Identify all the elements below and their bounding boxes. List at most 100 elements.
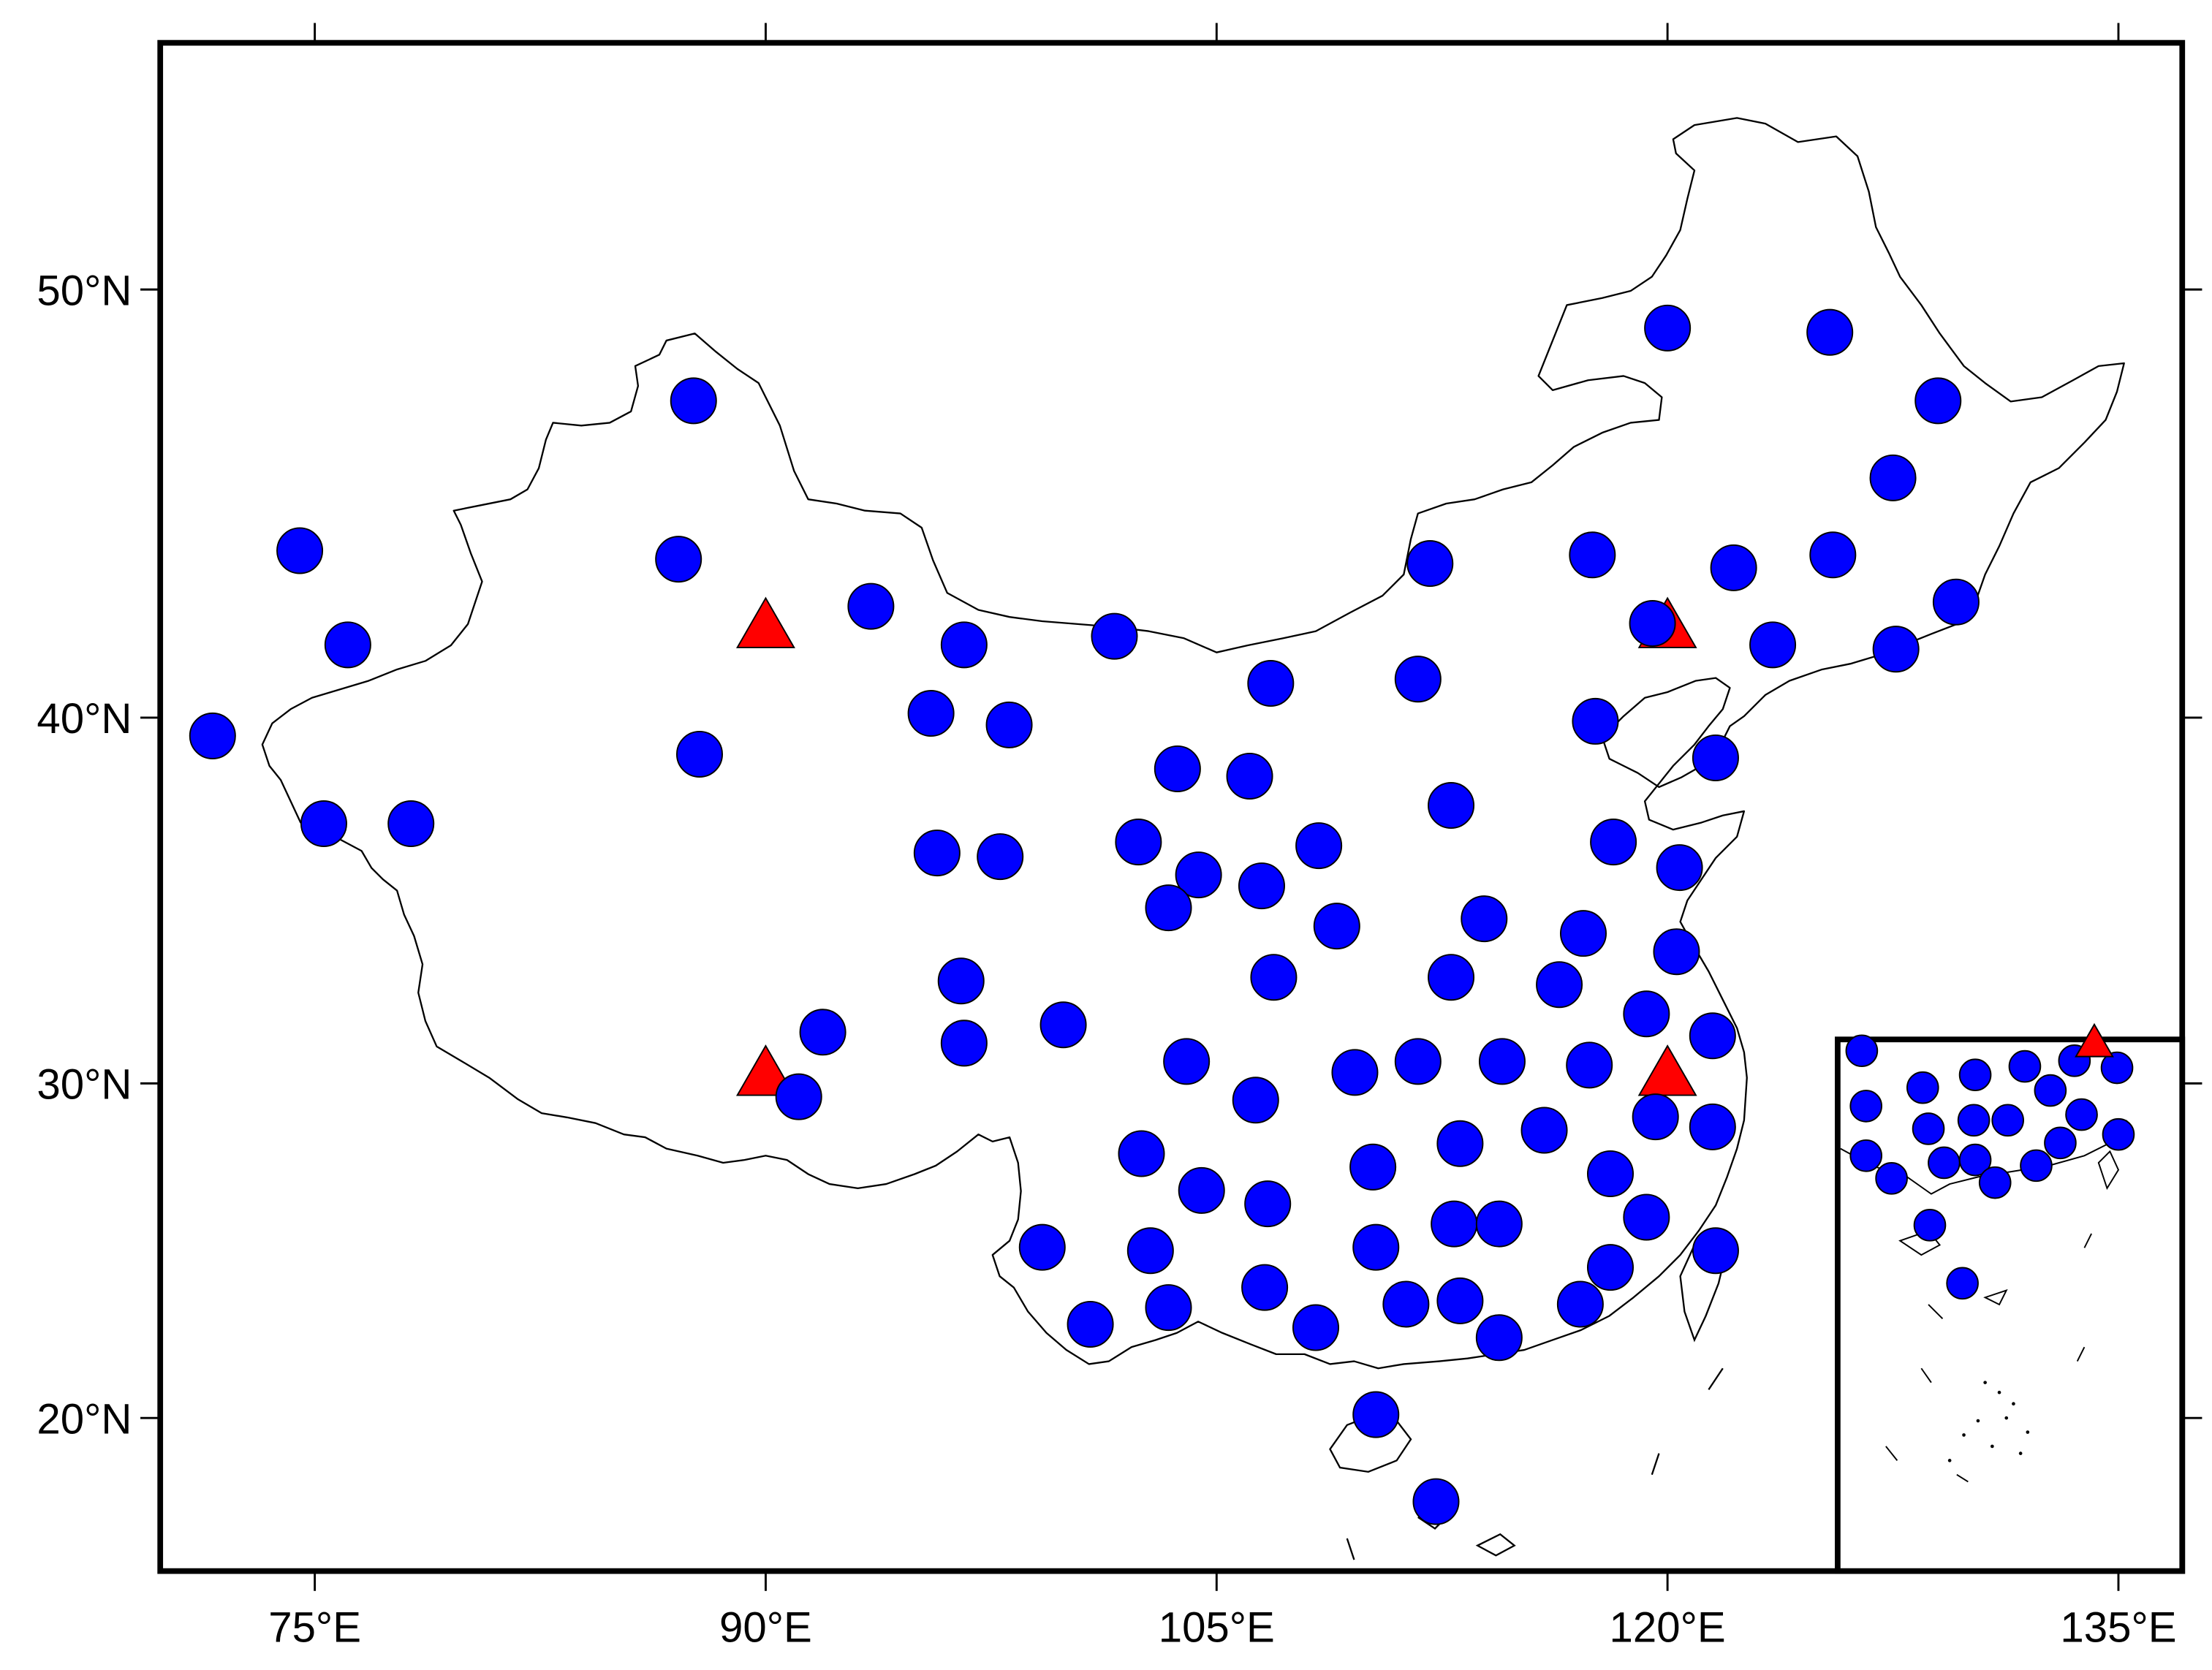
x-tick-label: 90°E	[719, 1604, 812, 1652]
station-marker	[655, 536, 702, 583]
station-marker	[1244, 1180, 1292, 1228]
station-marker	[1692, 1227, 1739, 1275]
station-marker	[1710, 544, 1757, 591]
station-marker	[1475, 1200, 1523, 1248]
station-marker	[1914, 377, 1962, 425]
station-marker	[940, 621, 988, 669]
station-marker	[1382, 1280, 1430, 1328]
station-marker	[1018, 1223, 1066, 1271]
inset-station-marker	[1991, 1104, 2024, 1137]
station-marker	[913, 830, 961, 877]
inset-station-marker	[2100, 1051, 2134, 1085]
station-marker	[1238, 862, 1285, 910]
station-marker	[1039, 1001, 1087, 1049]
station-marker	[907, 690, 955, 737]
station-marker	[1394, 1038, 1442, 1085]
station-marker	[1572, 697, 1619, 745]
inset-station-marker	[1849, 1090, 1883, 1123]
x-tick-label: 105°E	[1159, 1604, 1275, 1652]
inset-markers	[1845, 1022, 2135, 1300]
station-marker	[1475, 1314, 1523, 1362]
inset-station-marker	[1875, 1162, 1908, 1195]
station-marker	[1428, 954, 1475, 1001]
station-marker	[1241, 1264, 1289, 1311]
inset-frame	[1835, 1036, 2186, 1574]
station-marker	[1436, 1120, 1484, 1167]
inset-coastline	[1840, 1120, 2128, 1483]
station-marker	[1349, 1143, 1397, 1191]
station-marker	[189, 712, 236, 759]
station-marker	[1118, 1130, 1165, 1177]
inset-station-marker	[2102, 1117, 2135, 1151]
y-tick-label: 30°N	[37, 1061, 132, 1109]
station-marker	[276, 527, 324, 574]
station-marker	[1689, 1103, 1736, 1150]
station-marker	[1406, 540, 1454, 588]
station-marker	[1115, 819, 1162, 866]
inset-station-marker	[1928, 1146, 1961, 1180]
station-marker	[1809, 531, 1857, 579]
x-tick-label: 120°E	[1610, 1604, 1726, 1652]
inset-station-marker	[2020, 1149, 2053, 1183]
station-marker	[1623, 990, 1670, 1038]
inset-station-marker	[1957, 1104, 1991, 1137]
station-marker	[1869, 454, 1917, 501]
station-marker	[1352, 1391, 1400, 1438]
station-marker	[1632, 1093, 1679, 1141]
station-marker	[1806, 308, 1854, 356]
inset-station-marker	[1946, 1267, 1979, 1300]
station-marker	[1295, 822, 1343, 870]
station-marker	[1644, 304, 1692, 352]
station-marker	[1629, 600, 1676, 648]
y-tick-label: 50°N	[37, 267, 132, 314]
station-marker	[1250, 954, 1298, 1001]
inset-station-marker	[1978, 1166, 2012, 1199]
station-marker	[1569, 531, 1616, 579]
station-marker	[937, 957, 985, 1005]
x-tick-label: 75°E	[268, 1604, 361, 1652]
triangle-marker	[2075, 1022, 2114, 1058]
station-marker	[1478, 1038, 1526, 1085]
station-marker	[1431, 1200, 1478, 1248]
station-marker	[775, 1073, 822, 1120]
station-markers	[189, 304, 1980, 1525]
station-marker	[675, 730, 723, 778]
station-marker	[977, 833, 1024, 881]
inset-station-marker	[1849, 1139, 1883, 1172]
station-marker	[1226, 752, 1273, 800]
tick-marks	[140, 23, 2202, 1591]
inset-reef-cluster	[1947, 1381, 2030, 1462]
station-marker	[1461, 895, 1508, 943]
station-marker	[1586, 1150, 1635, 1197]
station-marker	[1689, 1012, 1736, 1060]
inset-station-marker	[1912, 1112, 1945, 1145]
station-marker	[1623, 1193, 1670, 1241]
tick-labels: 75°E 90°E 105°E 120°E 135°E 50°N 40°N 30°N 20°N	[37, 267, 2176, 1651]
station-marker	[1247, 660, 1295, 707]
station-marker	[1352, 1223, 1400, 1271]
inset-station-marker	[1958, 1058, 1992, 1092]
station-marker	[1331, 1049, 1379, 1096]
station-marker	[1175, 851, 1222, 899]
station-marker	[1692, 734, 1739, 781]
station-marker	[1872, 626, 1920, 673]
station-marker	[1559, 910, 1607, 957]
south-sea-islands	[1346, 1367, 1724, 1560]
station-marker	[1163, 1038, 1211, 1085]
station-marker	[799, 1009, 846, 1056]
station-marker	[1536, 961, 1583, 1009]
station-marker	[1145, 1284, 1192, 1332]
y-tick-label: 20°N	[37, 1395, 132, 1443]
triangle-marker	[735, 1044, 795, 1096]
station-marker	[1154, 745, 1201, 792]
station-marker	[1126, 1227, 1174, 1275]
station-marker	[1520, 1107, 1568, 1154]
inset-station-marker	[1845, 1034, 1879, 1068]
station-marker	[1292, 1304, 1340, 1351]
station-marker	[670, 377, 717, 425]
station-marker	[1556, 1280, 1604, 1328]
station-marker	[1412, 1478, 1460, 1525]
station-marker	[387, 800, 435, 848]
